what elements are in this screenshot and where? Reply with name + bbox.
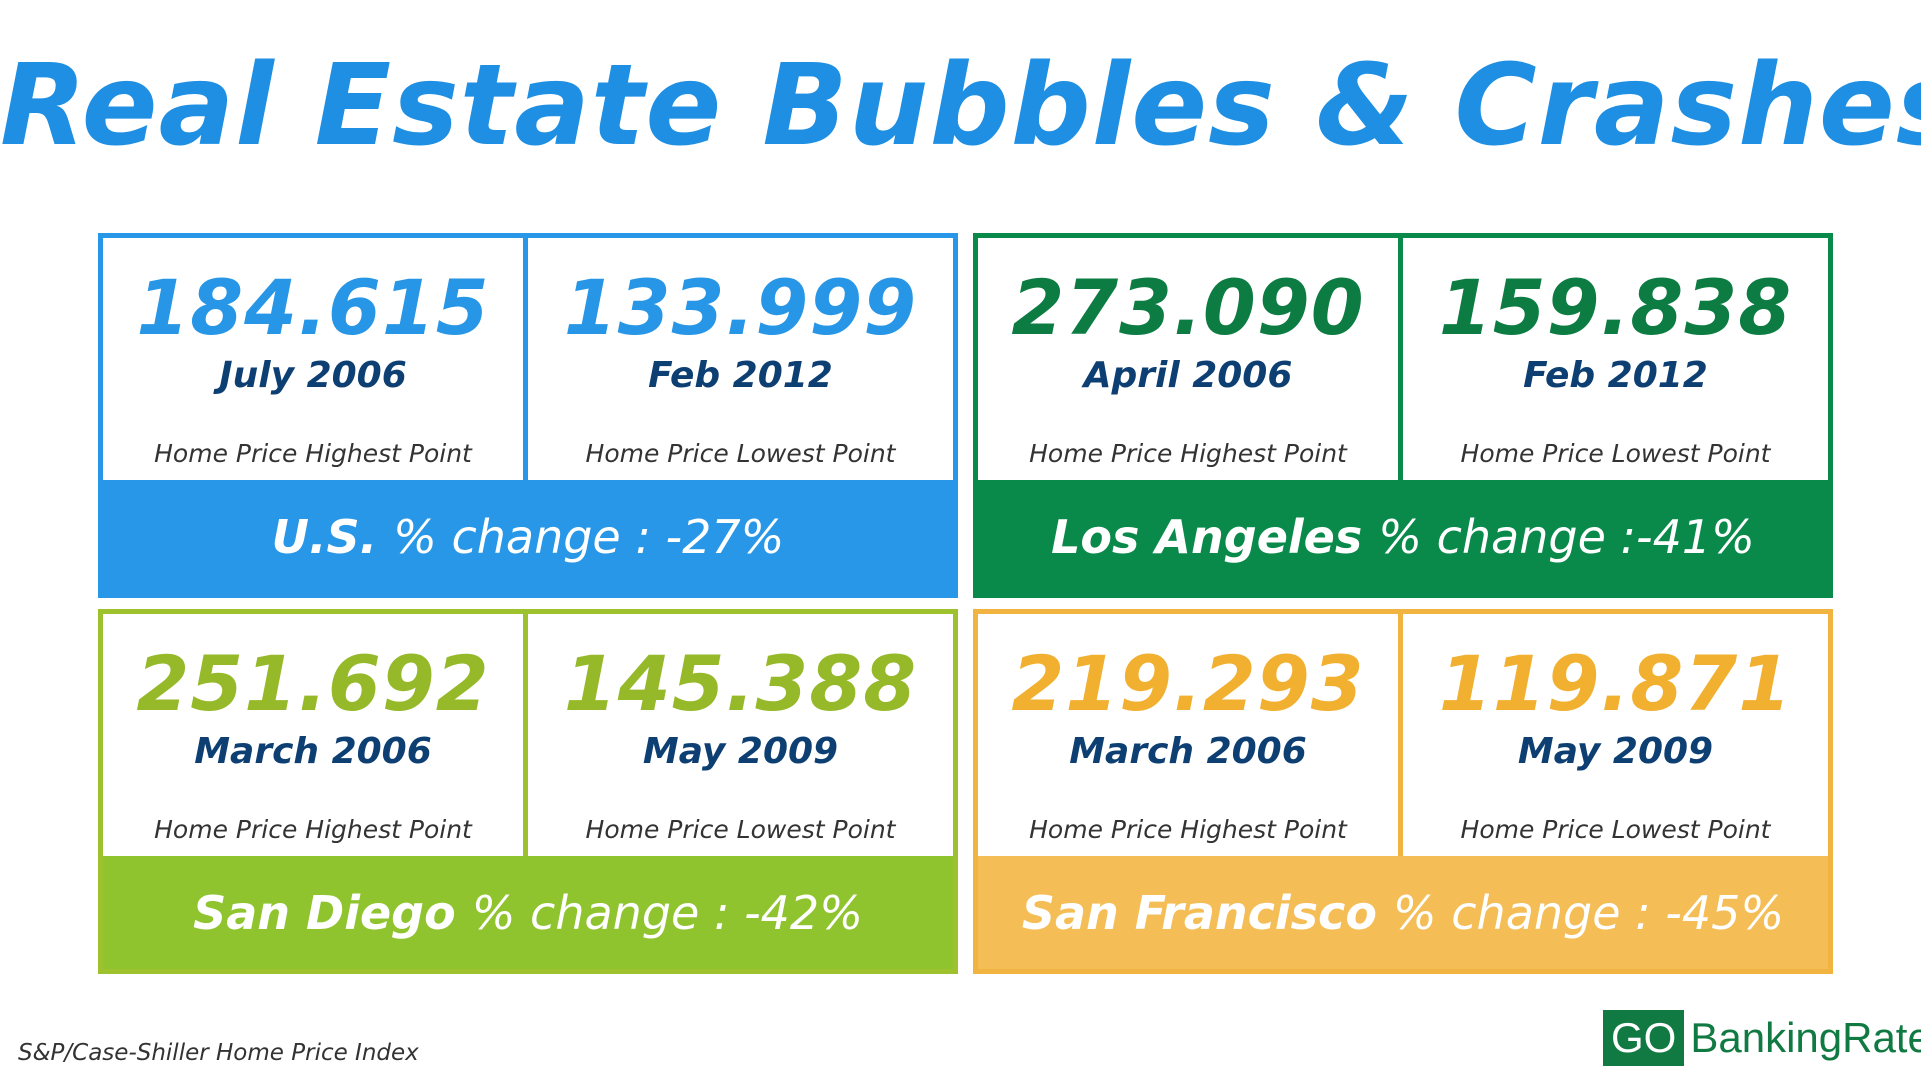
lowest-date: May 2009 [642, 731, 839, 772]
source-note: S&P/Case-Shiller Home Price Index [18, 1040, 419, 1066]
lowest-label: Home Price Lowest Point [585, 439, 896, 468]
change-banner: San Diego % change : -42% [103, 856, 953, 969]
city-name: San Francisco [1021, 885, 1377, 940]
stats-row: 219.293 March 2006 Home Price Highest Po… [978, 614, 1828, 856]
percent-change: % change :-41% [1378, 509, 1755, 564]
highest-point-panel: 251.692 March 2006 Home Price Highest Po… [103, 614, 528, 856]
highest-point-panel: 273.090 April 2006 Home Price Highest Po… [978, 238, 1403, 480]
lowest-point-panel: 159.838 Feb 2012 Home Price Lowest Point [1403, 238, 1828, 480]
lowest-label: Home Price Lowest Point [585, 815, 896, 844]
lowest-label: Home Price Lowest Point [1460, 815, 1771, 844]
lowest-value: 133.999 [563, 263, 918, 352]
highest-date: March 2006 [1069, 731, 1307, 772]
logo-wordmark: BankingRates [1690, 1014, 1921, 1061]
highest-date: March 2006 [194, 731, 432, 772]
change-banner: San Francisco % change : -45% [978, 856, 1828, 969]
lowest-value: 145.388 [563, 639, 918, 728]
stats-row: 273.090 April 2006 Home Price Highest Po… [978, 238, 1828, 480]
change-banner: U.S. % change : -27% [103, 480, 953, 593]
los-angeles-card: 273.090 April 2006 Home Price Highest Po… [973, 233, 1833, 598]
percent-change: % change : -27% [393, 509, 785, 564]
city-name: U.S. [271, 509, 378, 564]
highest-point-panel: 184.615 July 2006 Home Price Highest Poi… [103, 238, 528, 480]
highest-value: 219.293 [1011, 639, 1365, 728]
highest-point-panel: 219.293 March 2006 Home Price Highest Po… [978, 614, 1403, 856]
lowest-value: 159.838 [1438, 263, 1793, 352]
highest-label: Home Price Highest Point [154, 439, 472, 468]
highest-date: July 2006 [219, 355, 407, 396]
lowest-point-panel: 119.871 May 2009 Home Price Lowest Point [1403, 614, 1828, 856]
lowest-date: Feb 2012 [648, 355, 833, 396]
highest-value: 273.090 [1011, 263, 1365, 352]
lowest-date: Feb 2012 [1523, 355, 1708, 396]
lowest-point-panel: 133.999 Feb 2012 Home Price Lowest Point [528, 238, 953, 480]
highest-value: 251.692 [136, 639, 490, 728]
highest-label: Home Price Highest Point [154, 815, 472, 844]
lowest-value: 119.871 [1438, 639, 1793, 728]
city-name: San Diego [193, 885, 456, 940]
san-francisco-card: 219.293 March 2006 Home Price Highest Po… [973, 609, 1833, 974]
percent-change: % change : -42% [471, 885, 863, 940]
lowest-point-panel: 145.388 May 2009 Home Price Lowest Point [528, 614, 953, 856]
percent-change: % change : -45% [1392, 885, 1785, 940]
page-title: Real Estate Bubbles & Crashes [0, 41, 1921, 171]
stats-row: 251.692 March 2006 Home Price Highest Po… [103, 614, 953, 856]
change-banner: Los Angeles % change :-41% [978, 480, 1828, 593]
highest-label: Home Price Highest Point [1029, 815, 1347, 844]
city-name: Los Angeles [1051, 509, 1363, 564]
us-card: 184.615 July 2006 Home Price Highest Poi… [98, 233, 958, 598]
highest-value: 184.615 [136, 263, 490, 352]
lowest-date: May 2009 [1517, 731, 1714, 772]
gobankingrates-logo: GO BankingRates [1603, 1010, 1921, 1066]
logo-go-mark: GO [1603, 1010, 1685, 1066]
san-diego-card: 251.692 March 2006 Home Price Highest Po… [98, 609, 958, 974]
highest-label: Home Price Highest Point [1029, 439, 1347, 468]
stats-row: 184.615 July 2006 Home Price Highest Poi… [103, 238, 953, 480]
highest-date: April 2006 [1083, 355, 1293, 396]
lowest-label: Home Price Lowest Point [1460, 439, 1771, 468]
